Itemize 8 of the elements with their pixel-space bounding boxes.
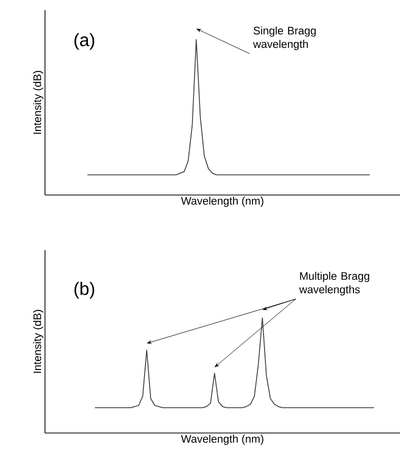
x-axis-title: Wavelength (nm) bbox=[181, 434, 264, 445]
y-axis-title: Intensity (dB) bbox=[33, 310, 44, 373]
text: Multiple Bragg wavelengths bbox=[299, 272, 370, 296]
annotation: (a) bbox=[74, 33, 94, 50]
x-axis-title: Wavelength (nm) bbox=[181, 196, 264, 207]
text: (b) bbox=[74, 282, 94, 299]
y-axis-title: Intensity (dB) bbox=[33, 70, 44, 134]
annotation: Single Bragg wavelength bbox=[253, 26, 316, 50]
